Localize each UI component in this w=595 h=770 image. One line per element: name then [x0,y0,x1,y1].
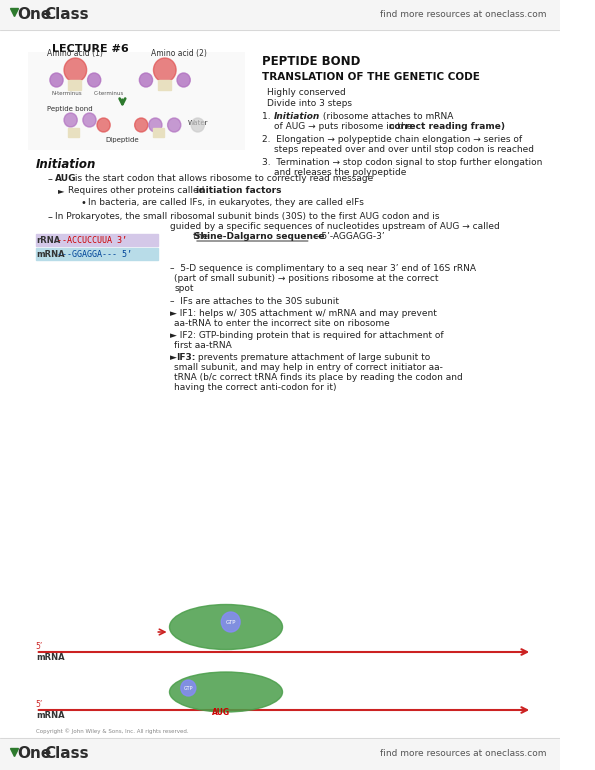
Text: Dipeptide: Dipeptide [105,137,139,143]
Text: ---GGAGGA--- 5’: ---GGAGGA--- 5’ [57,249,131,259]
Text: Requires other proteins called: Requires other proteins called [68,186,207,195]
Text: ► IF2: GTP-binding protein that is required for attachment of: ► IF2: GTP-binding protein that is requi… [170,331,443,340]
Text: (part of small subunit) → positions ribosome at the correct: (part of small subunit) → positions ribo… [174,274,439,283]
Text: GTP: GTP [184,685,193,691]
Text: guided by a specific sequences of nucleotides upstream of AUG → called: guided by a specific sequences of nucleo… [170,222,499,231]
Text: --ACCUCCUUA 3’: --ACCUCCUUA 3’ [57,236,127,245]
Bar [0,0,560,30]
Text: the: the [170,232,211,241]
Bar [152,128,164,137]
Circle shape [83,113,96,127]
Text: TRANSLATION OF THE GENETIC CODE: TRANSLATION OF THE GENETIC CODE [262,72,480,82]
Text: 2.  Elongation → polypeptide chain elongation → series of: 2. Elongation → polypeptide chain elonga… [262,135,522,144]
Circle shape [87,73,101,87]
Text: One: One [17,746,51,762]
Text: mRNA: mRNA [36,653,64,662]
Text: R: R [71,129,76,135]
Text: Peptide bond: Peptide bond [47,106,93,112]
Text: AUG: AUG [212,708,230,717]
Text: spot: spot [174,284,194,293]
Circle shape [97,118,110,132]
Text: Amino acid (2): Amino acid (2) [151,49,207,58]
Text: –  5-D sequence is complimentary to a seq near 3’ end of 16S rRNA: – 5-D sequence is complimentary to a seq… [170,264,475,273]
Text: N-terminus: N-terminus [52,91,83,96]
Text: ►: ► [170,353,179,362]
Text: In Prokaryotes, the small ribosomal subunit binds (30S) to the first AUG codon a: In Prokaryotes, the small ribosomal subu… [55,212,439,221]
Circle shape [154,58,176,82]
Circle shape [50,73,63,87]
Circle shape [168,118,181,132]
Text: prevents premature attachment of large subunit to: prevents premature attachment of large s… [195,353,430,362]
Text: Highly conserved: Highly conserved [267,88,346,97]
Text: 5’: 5’ [36,642,43,651]
Text: and releases the polypeptide: and releases the polypeptide [274,168,406,177]
Text: ► IF1: helps w/ 30S attachment w/ mRNA and may prevent: ► IF1: helps w/ 30S attachment w/ mRNA a… [170,309,436,318]
Text: LECTURE #6: LECTURE #6 [52,44,129,54]
Text: Shine-Dalgarno sequence: Shine-Dalgarno sequence [194,232,324,241]
Circle shape [221,612,240,632]
Text: GTP: GTP [226,620,236,624]
Text: In bacteria, are called IFs, in eukaryotes, they are called eIFs: In bacteria, are called IFs, in eukaryot… [87,198,364,207]
Text: One: One [17,6,51,22]
Bar [28,52,245,150]
Bar [68,80,81,90]
Text: 1.: 1. [262,112,276,121]
Text: rRNA: rRNA [36,236,60,245]
Text: 3.  Termination → stop codon signal to stop further elongation: 3. Termination → stop codon signal to st… [262,158,542,167]
Text: mRNA: mRNA [36,249,64,259]
Text: R: R [72,82,77,86]
Text: find more resources at oneclass.com: find more resources at oneclass.com [380,749,546,758]
Text: ►: ► [58,186,65,195]
Text: R: R [162,82,167,86]
Text: →5’-AGGAGG-3’: →5’-AGGAGG-3’ [311,232,384,241]
Text: having the correct anti-codon for it): having the correct anti-codon for it) [174,383,337,392]
Text: –: – [47,212,52,222]
Text: find more resources at oneclass.com: find more resources at oneclass.com [380,9,546,18]
Text: initiation factors: initiation factors [196,186,281,195]
Text: is the start codon that allows ribosome to correctly read message: is the start codon that allows ribosome … [71,174,373,183]
Circle shape [134,118,148,132]
Text: Initiation: Initiation [274,112,320,121]
Bar [36,248,158,260]
Circle shape [191,118,204,132]
Text: Divide into 3 steps: Divide into 3 steps [267,99,352,108]
Text: –  IFs are attaches to the 30S subunit: – IFs are attaches to the 30S subunit [170,297,339,306]
Text: steps repeated over and over until stop codon is reached: steps repeated over and over until stop … [274,145,534,154]
Text: Copyright © John Wiley & Sons, Inc. All rights reserved.: Copyright © John Wiley & Sons, Inc. All … [36,728,189,734]
Text: of AUG → puts ribosome in the: of AUG → puts ribosome in the [274,122,415,131]
Text: correct reading frame): correct reading frame) [389,122,505,131]
Text: aa-tRNA to enter the incorrect site on ribosome: aa-tRNA to enter the incorrect site on r… [174,319,390,328]
Circle shape [149,118,162,132]
Text: Class: Class [44,6,89,22]
Text: 5’: 5’ [36,700,43,709]
Bar [68,128,79,137]
Circle shape [177,73,190,87]
Text: Class: Class [44,746,89,762]
Text: Initiation: Initiation [36,158,96,171]
Circle shape [181,680,196,696]
Bar [0,738,560,770]
Circle shape [64,113,77,127]
Text: –: – [47,174,52,184]
Ellipse shape [170,672,283,712]
Text: (ribosome attaches to mRNA: (ribosome attaches to mRNA [320,112,456,121]
Bar [158,80,171,90]
Text: PEPTIDE BOND: PEPTIDE BOND [262,55,360,68]
Bar [36,234,158,246]
Circle shape [139,73,152,87]
Text: tRNA (b/c correct tRNA finds its place by reading the codon and: tRNA (b/c correct tRNA finds its place b… [174,373,463,382]
Text: mRNA: mRNA [36,711,64,720]
Text: Water: Water [187,120,208,126]
Text: IF3:: IF3: [176,353,196,362]
Text: first aa-tRNA: first aa-tRNA [174,341,232,350]
Text: •: • [80,198,86,208]
Text: small subunit, and may help in entry of correct initiator aa-: small subunit, and may help in entry of … [174,363,443,372]
Text: Amino acid (1): Amino acid (1) [48,49,104,58]
Ellipse shape [170,604,283,650]
Text: AUG: AUG [55,174,76,183]
Text: R: R [156,129,160,135]
Text: C-terminus: C-terminus [94,91,124,96]
Circle shape [64,58,87,82]
